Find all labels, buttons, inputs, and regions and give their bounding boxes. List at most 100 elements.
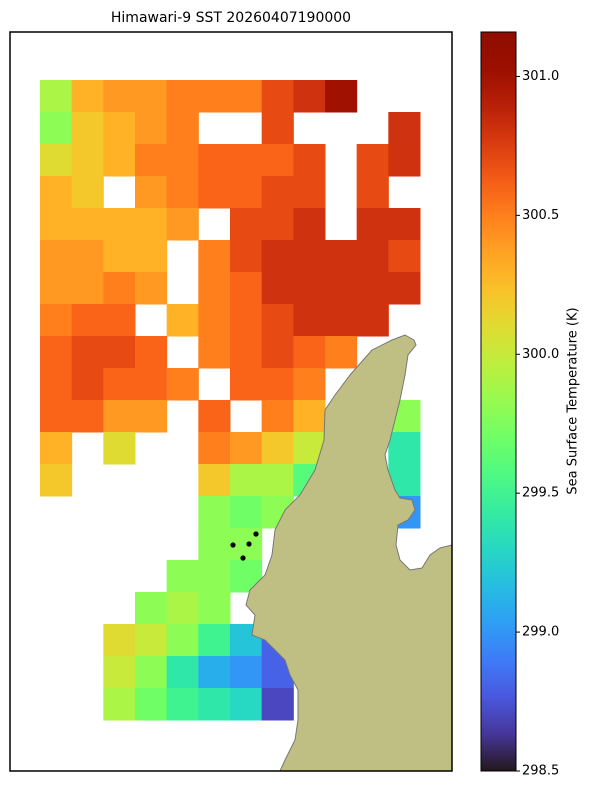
colorbar-tick-label: 298.5: [522, 764, 559, 779]
colorbar-tick-label: 299.0: [522, 625, 559, 640]
sst-cell: [166, 624, 199, 657]
sst-cell: [356, 144, 389, 177]
sst-cell: [230, 688, 263, 721]
sst-cell: [325, 272, 358, 305]
sst-cell: [293, 208, 326, 241]
sst-cell: [388, 144, 421, 177]
sst-cell: [40, 368, 73, 401]
sst-cell: [135, 80, 168, 113]
sst-cell: [135, 176, 168, 209]
sst-cell: [325, 240, 358, 273]
sst-cell: [166, 368, 199, 401]
sst-cell: [388, 432, 421, 465]
sst-cell: [230, 464, 263, 497]
sst-cell: [198, 432, 231, 465]
sst-cell: [356, 240, 389, 273]
sst-cell: [135, 240, 168, 273]
sst-cell: [40, 144, 73, 177]
sst-cell: [40, 272, 73, 305]
sst-cell: [261, 144, 294, 177]
sst-cell: [198, 144, 231, 177]
sst-cell: [325, 80, 358, 113]
sst-cell: [293, 240, 326, 273]
sst-cell: [40, 112, 73, 145]
sst-cell: [71, 368, 104, 401]
sst-cell: [293, 80, 326, 113]
sst-cell: [40, 208, 73, 241]
sst-cell: [166, 592, 199, 625]
sst-cell: [71, 80, 104, 113]
sst-cell: [103, 112, 136, 145]
sst-cell: [261, 400, 294, 433]
sst-cell: [198, 272, 231, 305]
sst-cell: [261, 368, 294, 401]
sst-cell: [293, 336, 326, 369]
sst-cell: [135, 368, 168, 401]
sst-cell: [103, 400, 136, 433]
sst-cell: [71, 176, 104, 209]
sst-cell: [135, 624, 168, 657]
sst-cell: [71, 112, 104, 145]
station: [246, 541, 252, 547]
sst-cell: [261, 112, 294, 145]
sst-cell: [261, 272, 294, 305]
sst-cell: [71, 240, 104, 273]
sst-cell: [40, 464, 73, 497]
sst-cell: [198, 592, 231, 625]
sst-cell: [40, 80, 73, 113]
sst-cell: [388, 112, 421, 145]
sst-cell: [230, 144, 263, 177]
sst-cell: [103, 688, 136, 721]
sst-cell: [261, 432, 294, 465]
sst-cell: [198, 624, 231, 657]
sst-cell: [103, 240, 136, 273]
sst-cell: [230, 208, 263, 241]
colorbar-tick-label: 300.5: [522, 208, 559, 223]
sst-cell: [103, 336, 136, 369]
sst-cell: [388, 208, 421, 241]
sst-cell: [166, 144, 199, 177]
sst-cell: [71, 208, 104, 241]
sst-cell: [261, 80, 294, 113]
colorbar-frame: [480, 31, 517, 772]
colorbar-tick-label: 300.0: [522, 347, 559, 362]
sst-cell: [356, 272, 389, 305]
sst-cell: [135, 336, 168, 369]
station: [240, 555, 246, 561]
sst-cell: [71, 400, 104, 433]
sst-cell: [135, 144, 168, 177]
sst-cell: [166, 304, 199, 337]
sst-cell: [198, 464, 231, 497]
sst-cell: [230, 272, 263, 305]
sst-cell: [166, 208, 199, 241]
sst-cell: [71, 336, 104, 369]
sst-cell: [40, 240, 73, 273]
sst-cell: [135, 688, 168, 721]
station: [253, 531, 259, 537]
map-frame: [9, 31, 453, 772]
sst-cell: [166, 112, 199, 145]
sst-cell: [230, 432, 263, 465]
sst-cell: [198, 496, 231, 529]
sst-cell: [40, 304, 73, 337]
sst-cell: [166, 176, 199, 209]
sst-cell: [40, 336, 73, 369]
sst-cell: [293, 272, 326, 305]
sst-cell: [356, 304, 389, 337]
colorbar-tick-label: 299.5: [522, 486, 559, 501]
sst-cell: [261, 176, 294, 209]
sst-cell: [135, 112, 168, 145]
sst-cell: [230, 304, 263, 337]
sst-cell: [103, 624, 136, 657]
sst-cell: [198, 560, 231, 593]
sst-cell: [103, 80, 136, 113]
sst-cell: [103, 656, 136, 689]
sst-cell: [293, 368, 326, 401]
station: [230, 542, 236, 548]
colorbar-label: Sea Surface Temperature (K): [566, 307, 581, 494]
sst-cell: [198, 304, 231, 337]
sst-cell: [230, 176, 263, 209]
land: [245, 334, 453, 772]
sst-cell: [293, 176, 326, 209]
